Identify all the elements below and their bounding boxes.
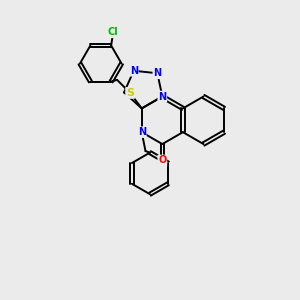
- Text: S: S: [126, 88, 134, 98]
- Text: N: N: [153, 68, 161, 78]
- Text: N: N: [158, 92, 166, 101]
- Text: N: N: [130, 66, 138, 76]
- Text: O: O: [158, 155, 166, 165]
- Text: N: N: [138, 127, 146, 137]
- Text: Cl: Cl: [108, 27, 118, 37]
